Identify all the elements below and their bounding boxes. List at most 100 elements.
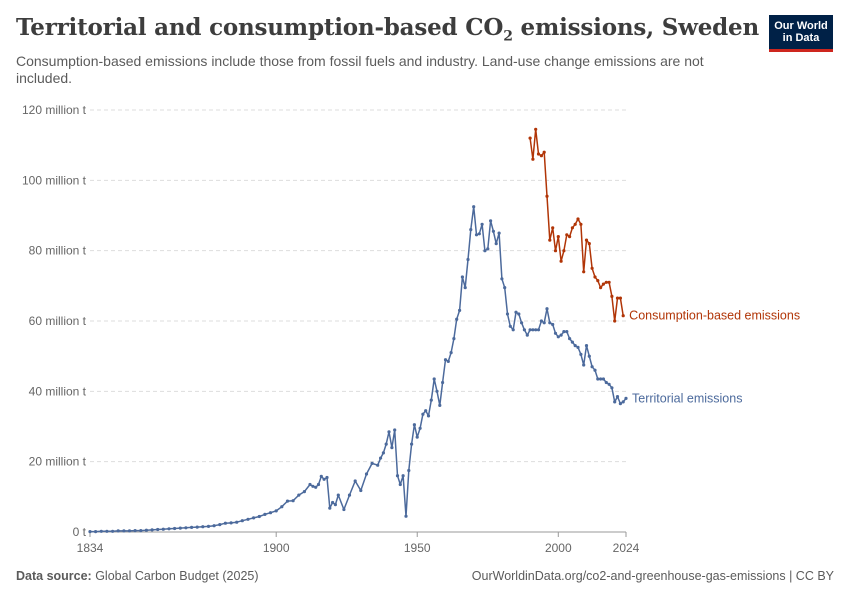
data-point[interactable] [441,380,445,385]
data-point[interactable] [139,529,143,533]
data-point[interactable] [240,519,244,523]
data-point[interactable] [562,249,566,253]
data-point[interactable] [556,235,560,239]
data-point[interactable] [545,194,549,198]
data-point[interactable] [593,368,597,372]
data-point[interactable] [410,442,414,446]
data-point[interactable] [565,330,569,334]
data-point[interactable] [570,340,575,344]
data-point[interactable] [438,403,442,407]
data-point[interactable] [590,266,594,270]
data-point[interactable] [568,235,572,239]
data-point[interactable] [525,333,529,337]
data-point[interactable] [376,463,380,467]
data-point[interactable] [531,328,535,332]
data-point[interactable] [127,529,132,533]
data-point[interactable] [505,312,510,316]
data-point[interactable] [429,398,433,402]
data-point[interactable] [328,506,332,510]
data-point[interactable] [178,526,182,530]
data-point[interactable] [218,523,222,527]
data-point[interactable] [480,222,484,226]
data-point[interactable] [565,233,569,237]
data-point[interactable] [559,259,563,263]
series-line[interactable] [90,205,627,533]
data-point[interactable] [432,377,436,381]
data-point[interactable] [570,226,575,230]
data-point[interactable] [133,529,137,533]
data-point[interactable] [452,337,456,341]
data-point[interactable] [116,529,120,533]
data-point[interactable] [568,337,572,341]
data-point[interactable] [285,499,290,503]
data-point[interactable] [443,358,448,362]
data-point[interactable] [579,352,583,356]
data-point[interactable] [395,474,400,478]
data-point[interactable] [319,474,323,478]
data-point[interactable] [545,307,549,311]
data-point[interactable] [491,229,495,233]
data-point[interactable] [548,321,552,325]
data-point[interactable] [522,328,527,332]
data-point[interactable] [542,321,546,325]
data-point[interactable] [435,389,439,393]
data-point[interactable] [604,280,608,284]
data-point[interactable] [401,474,405,478]
data-point[interactable] [246,517,250,521]
data-point[interactable] [536,328,541,332]
data-point[interactable] [618,296,623,300]
data-point[interactable] [613,319,617,323]
data-point[interactable] [483,249,487,253]
data-point[interactable] [517,312,521,316]
data-point[interactable] [599,377,603,381]
data-point[interactable] [621,314,625,318]
data-point[interactable] [469,228,473,232]
data-point[interactable] [418,426,422,430]
data-point[interactable] [573,222,577,226]
data-point[interactable] [393,428,397,432]
data-point[interactable] [353,479,357,483]
data-point[interactable] [576,345,580,349]
data-point[interactable] [615,296,620,300]
data-point[interactable] [624,396,628,400]
data-point[interactable] [539,319,544,323]
owid-logo[interactable]: Our World in Data [769,15,833,52]
data-point[interactable] [99,529,103,533]
data-point[interactable] [539,154,544,158]
data-point[interactable] [364,472,369,476]
data-point[interactable] [474,233,479,237]
data-point[interactable] [576,217,580,221]
data-point[interactable] [446,359,450,363]
data-point[interactable] [336,493,340,497]
data-point[interactable] [582,270,586,274]
data-point[interactable] [424,409,428,413]
data-point[interactable] [511,328,515,332]
data-point[interactable] [551,226,555,230]
data-point[interactable] [610,386,614,390]
data-point[interactable] [610,294,614,298]
data-point[interactable] [347,493,352,497]
data-point[interactable] [150,528,154,532]
data-point[interactable] [257,514,261,519]
data-point[interactable] [122,529,126,533]
data-point[interactable] [604,380,608,385]
data-point[interactable] [379,456,383,460]
data-point[interactable] [579,222,583,226]
data-point[interactable] [548,238,552,242]
data-point[interactable] [601,282,606,286]
series-line[interactable] [529,128,624,322]
data-point[interactable] [381,451,385,455]
data-point[interactable] [596,279,600,283]
data-point[interactable] [500,277,504,281]
data-point[interactable] [593,275,597,279]
data-source-value[interactable]: Global Carbon Budget (2025) [91,569,259,583]
data-point[interactable] [582,363,586,367]
data-point[interactable] [573,344,577,348]
data-point[interactable] [584,344,589,348]
data-point[interactable] [562,330,566,334]
data-point[interactable] [297,493,301,497]
data-point[interactable] [359,488,363,493]
data-point[interactable] [370,461,374,465]
data-point[interactable] [553,249,558,253]
data-point[interactable] [311,484,315,488]
